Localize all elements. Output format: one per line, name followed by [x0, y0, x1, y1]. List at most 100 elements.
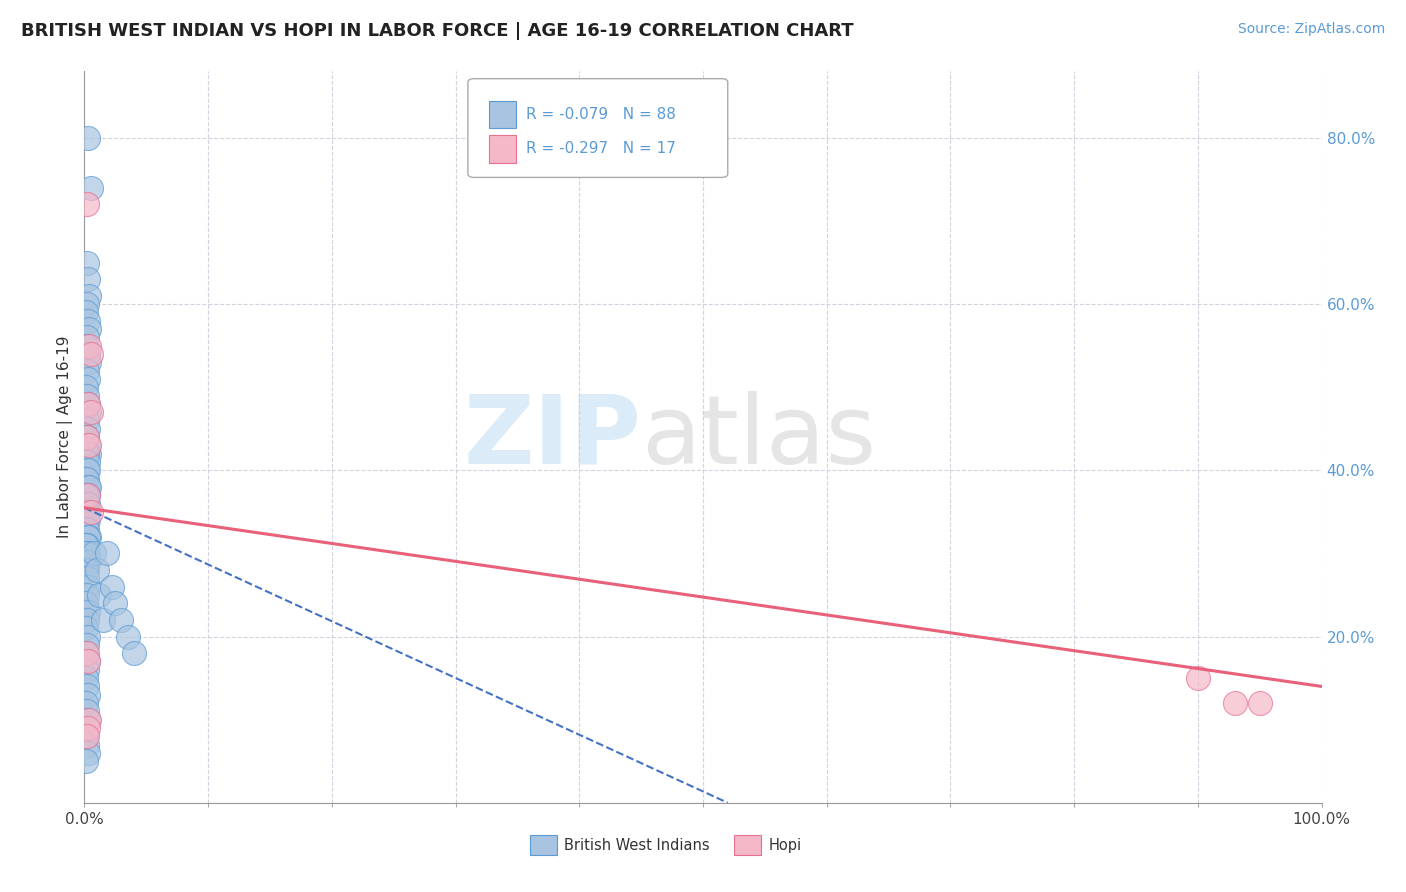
- Point: [75, 555, 97, 569]
- Point: [77, 688, 100, 702]
- Point: [76, 197, 98, 211]
- Point: [77, 314, 100, 328]
- Bar: [734, 835, 761, 855]
- Point: [76, 297, 98, 311]
- Point: [76, 413, 98, 427]
- Point: [79, 405, 101, 419]
- Point: [77, 438, 100, 452]
- Point: [79, 405, 101, 419]
- Text: ZIP: ZIP: [463, 391, 641, 483]
- Point: [86, 563, 108, 577]
- Point: [89, 588, 111, 602]
- Bar: [489, 135, 516, 163]
- Point: [76, 497, 98, 511]
- Point: [77, 397, 100, 411]
- Point: [79, 322, 101, 336]
- Point: [1187, 671, 1209, 685]
- Text: Source: ZipAtlas.com: Source: ZipAtlas.com: [1237, 22, 1385, 37]
- Bar: [530, 835, 557, 855]
- Point: [75, 754, 97, 768]
- Point: [76, 571, 98, 585]
- Point: [75, 563, 97, 577]
- Point: [77, 630, 100, 644]
- Point: [75, 621, 97, 635]
- Point: [75, 729, 97, 743]
- Point: [76, 705, 98, 719]
- Text: R = -0.079   N = 88: R = -0.079 N = 88: [526, 107, 676, 122]
- Point: [77, 555, 100, 569]
- Point: [76, 505, 98, 519]
- Point: [77, 463, 100, 477]
- Point: [75, 430, 97, 444]
- Point: [76, 430, 98, 444]
- Point: [76, 588, 98, 602]
- Point: [76, 680, 98, 694]
- Point: [75, 455, 97, 469]
- Point: [75, 596, 97, 610]
- Point: [75, 671, 97, 685]
- Point: [77, 530, 100, 544]
- Point: [77, 746, 100, 760]
- Point: [76, 538, 98, 552]
- Point: [77, 513, 100, 527]
- Point: [79, 438, 101, 452]
- Point: [79, 447, 101, 461]
- Point: [79, 355, 101, 369]
- Point: [76, 663, 98, 677]
- Point: [76, 447, 98, 461]
- Point: [76, 546, 98, 560]
- Point: [77, 488, 100, 502]
- Bar: [489, 101, 516, 128]
- Point: [76, 738, 98, 752]
- Point: [1223, 696, 1246, 710]
- Point: [77, 488, 100, 502]
- Point: [1249, 696, 1271, 710]
- Point: [76, 563, 98, 577]
- Point: [75, 505, 97, 519]
- Point: [77, 721, 100, 735]
- Point: [77, 480, 100, 494]
- Point: [79, 530, 101, 544]
- Point: [83, 546, 105, 560]
- Point: [76, 729, 98, 743]
- Point: [77, 655, 100, 669]
- Point: [77, 397, 100, 411]
- Point: [77, 713, 100, 727]
- Point: [76, 330, 98, 344]
- Point: [76, 613, 98, 627]
- Y-axis label: In Labor Force | Age 16-19: In Labor Force | Age 16-19: [58, 335, 73, 539]
- Point: [77, 131, 100, 145]
- Point: [117, 630, 139, 644]
- Point: [75, 305, 97, 319]
- Point: [76, 430, 98, 444]
- Point: [75, 696, 97, 710]
- Point: [75, 380, 97, 394]
- Text: Hopi: Hopi: [769, 838, 801, 853]
- Point: [110, 613, 132, 627]
- Point: [79, 289, 101, 303]
- Point: [76, 488, 98, 502]
- Point: [76, 388, 98, 402]
- FancyBboxPatch shape: [468, 78, 728, 178]
- Text: British West Indians: British West Indians: [564, 838, 710, 853]
- Point: [100, 580, 122, 594]
- Point: [76, 463, 98, 477]
- Point: [77, 655, 100, 669]
- Point: [76, 255, 98, 269]
- Point: [77, 272, 100, 286]
- Point: [96, 546, 118, 560]
- Point: [75, 538, 97, 552]
- Point: [79, 180, 101, 194]
- Point: [79, 505, 101, 519]
- Point: [75, 472, 97, 486]
- Point: [77, 580, 100, 594]
- Text: atlas: atlas: [641, 391, 876, 483]
- Point: [76, 472, 98, 486]
- Point: [77, 455, 100, 469]
- Point: [76, 521, 98, 535]
- Text: BRITISH WEST INDIAN VS HOPI IN LABOR FORCE | AGE 16-19 CORRELATION CHART: BRITISH WEST INDIAN VS HOPI IN LABOR FOR…: [21, 22, 853, 40]
- Point: [75, 488, 97, 502]
- Point: [75, 338, 97, 352]
- Point: [122, 646, 145, 660]
- Point: [76, 363, 98, 377]
